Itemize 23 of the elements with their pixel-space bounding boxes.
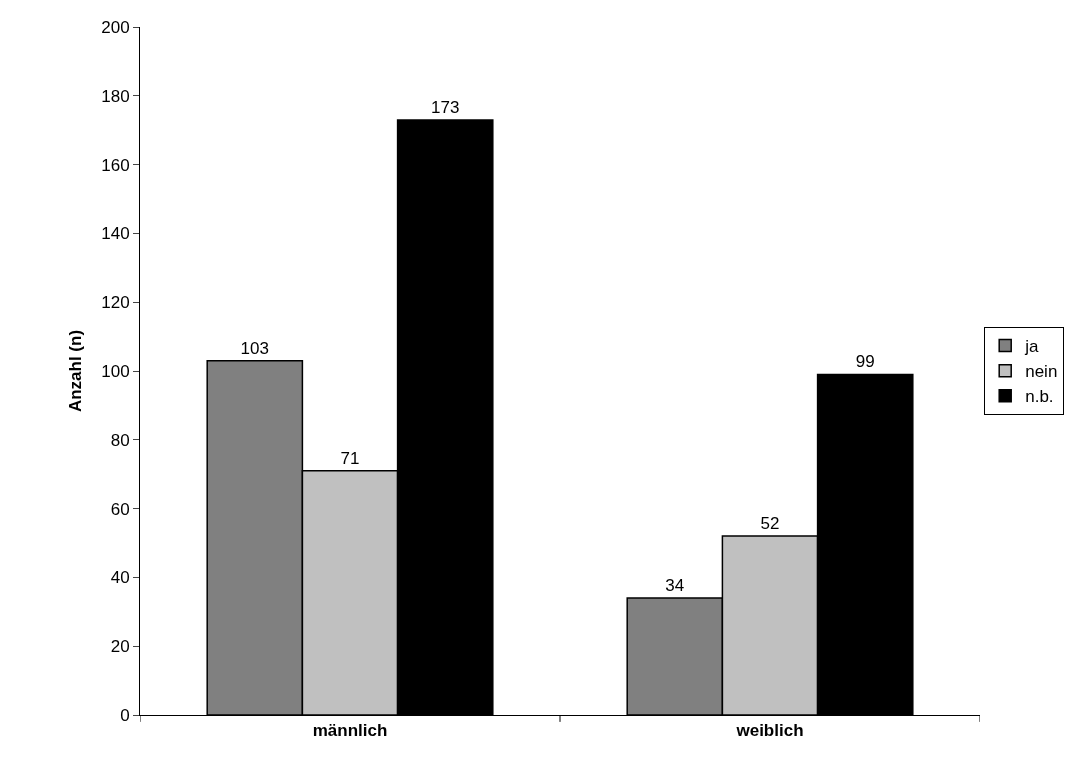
y-tick-label: 200	[101, 17, 130, 37]
legend-label: n.b.	[1025, 387, 1054, 407]
data-label: 52	[760, 514, 780, 534]
y-tick-label: 80	[110, 430, 130, 450]
y-tick-label: 100	[101, 361, 130, 381]
y-tick-label: 120	[101, 293, 130, 313]
y-tick-label: 0	[120, 705, 130, 725]
y-tick-label: 140	[101, 224, 130, 244]
y-tick-label: 160	[101, 155, 130, 175]
x-tick-label: männlich	[312, 721, 388, 741]
data-label: 99	[855, 352, 875, 372]
legend-label: ja	[1024, 337, 1039, 357]
data-label: 103	[240, 338, 269, 358]
data-label: 34	[665, 576, 685, 596]
y-tick-label: 60	[110, 499, 130, 519]
y-axis-title: Anzahl (n)	[65, 329, 85, 413]
y-tick-label: 40	[110, 568, 130, 588]
y-tick-label: 180	[101, 86, 130, 106]
y-tick-label: 20	[110, 637, 130, 657]
data-label: 173	[431, 97, 460, 117]
x-tick-label: weiblich	[735, 721, 804, 741]
legend-label: nein	[1025, 362, 1058, 382]
data-label: 71	[340, 448, 360, 468]
